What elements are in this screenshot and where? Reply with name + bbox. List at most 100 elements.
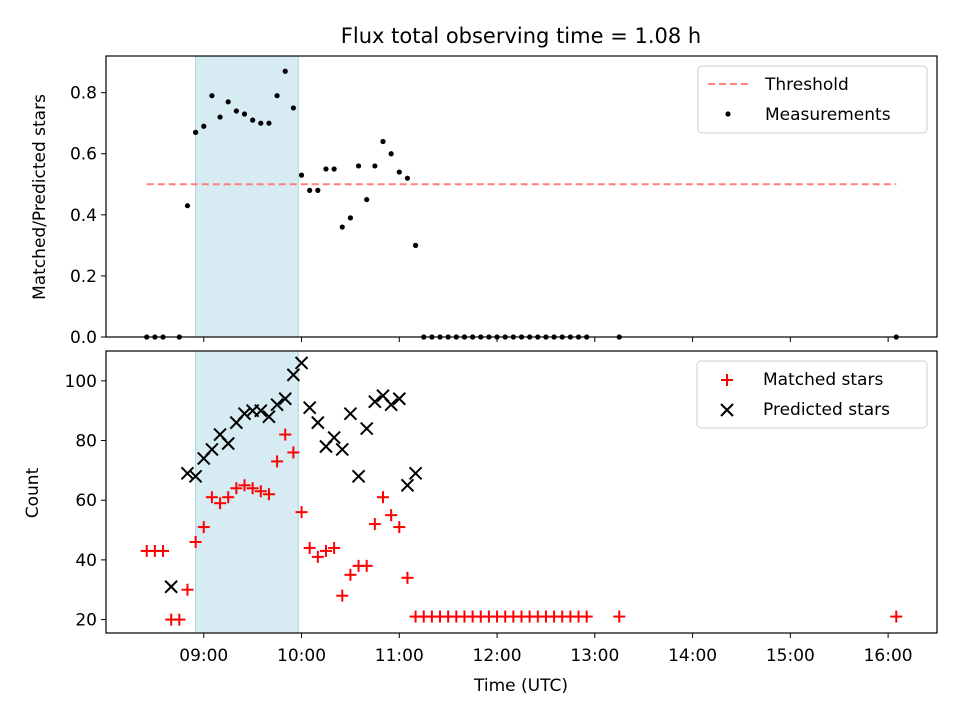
- bottom-panel: 20 40 60 80 100 09:00 10:00 11:00 12:00 13:00 14:…: [23, 350, 938, 696]
- measurements-point: [209, 93, 215, 99]
- predicted-stars-point: [400, 478, 415, 492]
- chart-title: Flux total observing time = 1.08 h: [341, 24, 701, 48]
- top-y-tick-label: 0.0: [70, 328, 97, 348]
- predicted-stars-point: [302, 400, 317, 415]
- matched-stars-point: [344, 568, 357, 581]
- matched-stars-point: [181, 583, 194, 596]
- top-y-tick-label: 0.4: [70, 206, 97, 226]
- predicted-stars-point: [180, 466, 195, 481]
- predicted-stars-point: [392, 392, 407, 406]
- predicted-stars-point: [368, 395, 382, 409]
- predicted-stars-point: [311, 415, 325, 430]
- top-legend-box: [697, 65, 928, 134]
- measurements-point: [201, 123, 207, 129]
- x-tick-label: 11:00: [375, 646, 424, 666]
- matched-stars-point: [360, 559, 373, 572]
- measurements-point: [184, 203, 191, 209]
- matched-stars-point: [157, 544, 170, 557]
- matched-stars-point: [580, 610, 593, 623]
- measurements-point: [388, 151, 394, 157]
- x-tick-label: 16:00: [864, 646, 913, 666]
- legend-predicted-swatch: [720, 403, 734, 417]
- legend-threshold-label: Threshold: [764, 75, 849, 95]
- top-x-ticks: [203, 337, 889, 342]
- predicted-stars-point: [327, 430, 341, 445]
- measurements-point: [331, 166, 337, 172]
- predicted-stars-point: [351, 469, 366, 484]
- predicted-stars-point: [164, 580, 178, 594]
- x-tick-label: 12:00: [473, 646, 522, 666]
- predicted-stars-point: [188, 469, 203, 484]
- bottom-y-tick-label: 40: [75, 551, 97, 571]
- measurements-point: [315, 187, 321, 193]
- top-shaded-interval: [195, 56, 299, 337]
- predicted-stars-point: [254, 403, 268, 418]
- matched-stars-point: [368, 518, 381, 531]
- matched-stars-point: [336, 589, 349, 602]
- top-y-axis-label: Matched/Predicted stars: [30, 94, 50, 300]
- predicted-stars-point: [262, 409, 276, 424]
- predicted-stars-point: [294, 356, 309, 370]
- matched-stars-point: [311, 550, 324, 563]
- matched-stars-point: [377, 491, 389, 504]
- matched-stars-point: [393, 521, 406, 534]
- x-tick-label: 14:00: [668, 646, 717, 666]
- measurements-point: [225, 99, 231, 105]
- top-y-tick-label: 0.8: [70, 84, 97, 104]
- measurements-point: [193, 129, 199, 135]
- bottom-y-ticks: 20 40 60 80 100: [65, 372, 106, 631]
- top-plot-marks: [144, 56, 899, 340]
- measurements-point: [217, 114, 223, 120]
- bottom-y-tick-label: 100: [65, 372, 97, 392]
- matched-stars-point: [189, 535, 202, 548]
- measurements-point: [290, 105, 296, 111]
- bottom-y-axis-label: Count: [23, 467, 43, 518]
- matched-stars-point: [262, 488, 275, 501]
- measurements-point: [355, 163, 362, 169]
- predicted-stars-point: [286, 368, 301, 382]
- measurements-point: [266, 120, 272, 126]
- measurements-point: [396, 169, 402, 175]
- measurements-point: [380, 138, 386, 145]
- measurements-point: [258, 120, 264, 126]
- top-axes-frame: [105, 55, 938, 338]
- bottom-plot-marks: [140, 351, 903, 633]
- matched-stars-point: [328, 541, 341, 554]
- predicted-stars-point: [270, 398, 284, 412]
- bottom-legend-box: [696, 360, 928, 429]
- matched-stars-point: [173, 613, 186, 626]
- measurements-point: [364, 196, 370, 203]
- measurements-point: [298, 172, 305, 178]
- matched-stars-point: [401, 571, 414, 584]
- top-y-ticks: 0.0 0.2 0.4 0.6 0.8: [70, 84, 106, 348]
- bottom-y-tick-label: 60: [75, 491, 97, 511]
- bottom-axes-frame: [105, 350, 938, 634]
- top-panel: 0.00.20.40.60.8 Matched/Predicted stars …: [30, 55, 938, 348]
- measurements-point: [282, 68, 288, 74]
- measurements-point: [250, 117, 256, 123]
- bottom-y-tick-label: 80: [75, 432, 97, 452]
- measurements-point: [233, 108, 239, 114]
- predicted-stars-point: [237, 406, 252, 421]
- predicted-stars-point: [205, 442, 219, 457]
- measurements-point: [404, 175, 411, 181]
- matched-stars-point: [613, 610, 626, 623]
- matched-stars-point: [246, 482, 259, 495]
- predicted-stars-point: [359, 421, 374, 436]
- matched-stars-point: [890, 610, 903, 623]
- predicted-stars-point: [343, 406, 358, 421]
- measurements-point: [412, 242, 419, 248]
- matched-stars-point: [295, 506, 308, 519]
- measurements-point: [372, 163, 378, 169]
- legend-matched-swatch: [721, 374, 733, 386]
- bottom-legend: Matched stars Predicted stars: [696, 360, 928, 429]
- matched-stars-point: [271, 455, 284, 468]
- matched-stars-point: [287, 446, 300, 459]
- matched-stars-point: [214, 497, 227, 510]
- matched-stars-point: [238, 479, 251, 492]
- matched-stars-point: [303, 541, 316, 554]
- matched-stars-point: [319, 544, 332, 557]
- predicted-stars-point: [384, 398, 398, 412]
- matched-stars-point: [197, 521, 210, 534]
